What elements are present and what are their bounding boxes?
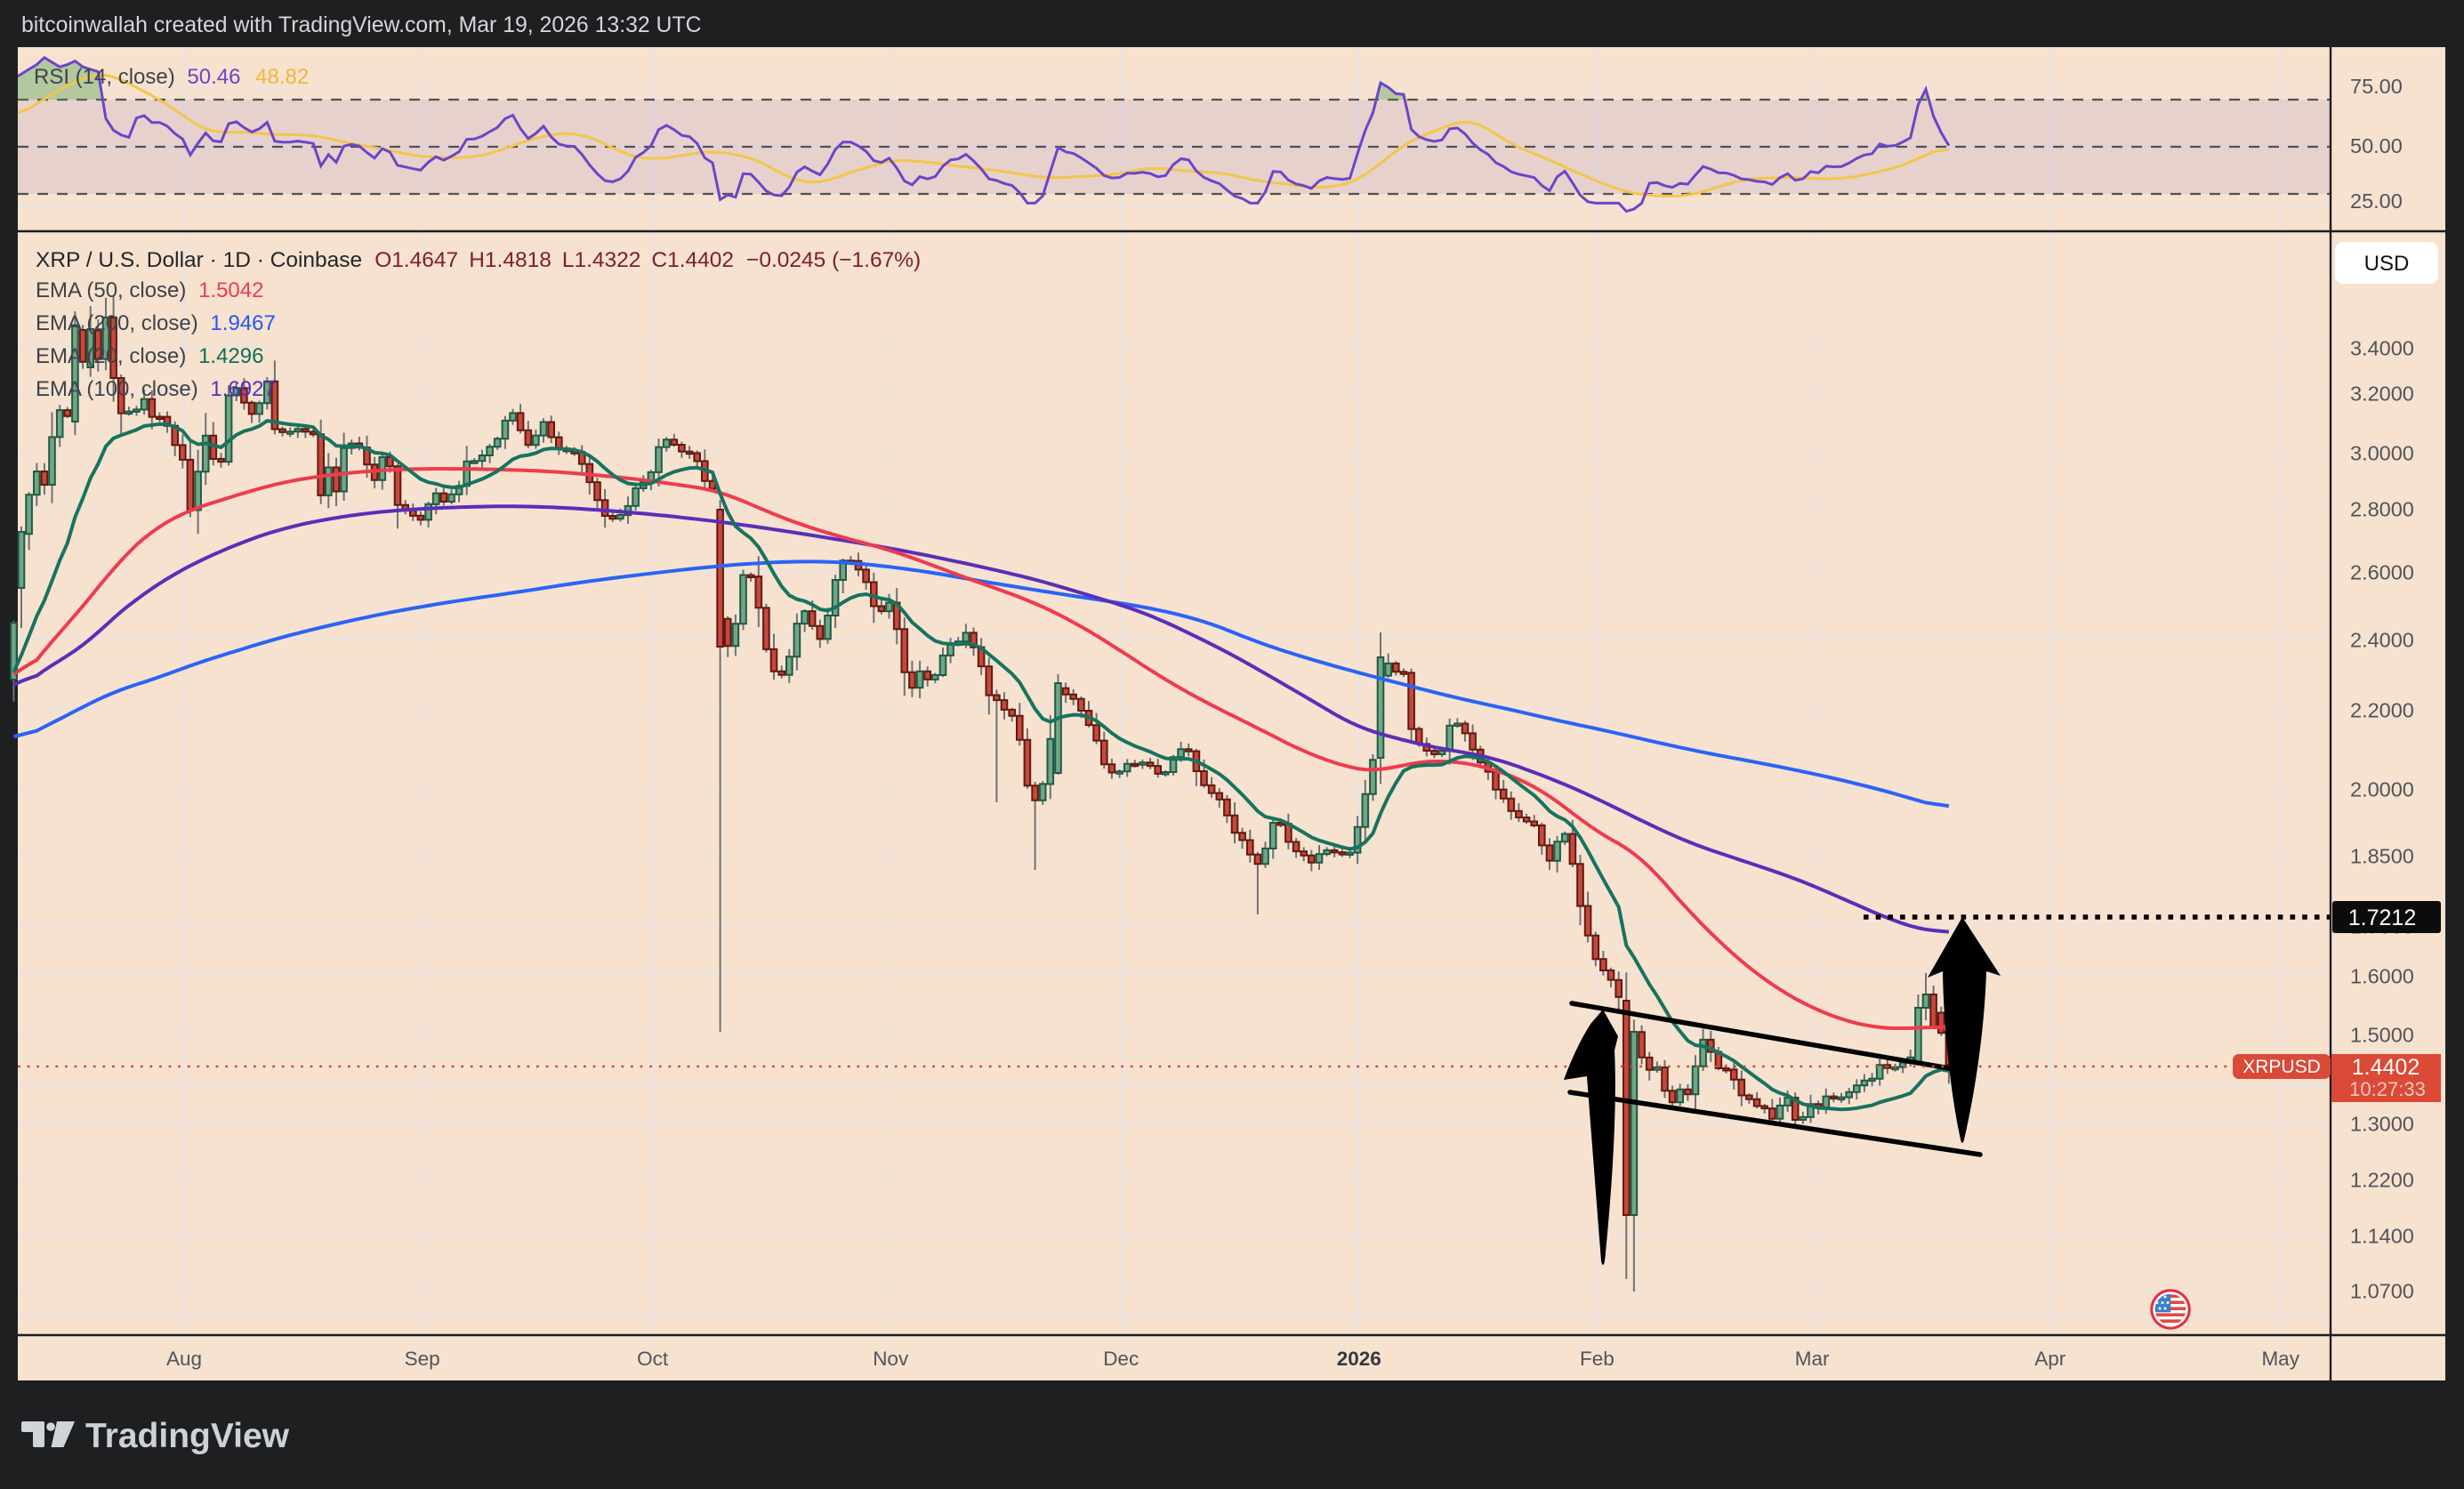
svg-text:Nov: Nov bbox=[873, 1348, 909, 1370]
svg-text:3.2000: 3.2000 bbox=[2350, 382, 2414, 406]
svg-text:2.6000: 2.6000 bbox=[2350, 561, 2414, 584]
svg-text:Feb: Feb bbox=[1580, 1348, 1614, 1370]
svg-text:Sep: Sep bbox=[405, 1348, 440, 1370]
svg-text:2.0000: 2.0000 bbox=[2350, 778, 2414, 801]
svg-text:EMA (20, close) 1.4296: EMA (20, close) 1.4296 bbox=[36, 344, 263, 368]
svg-text:2.8000: 2.8000 bbox=[2350, 498, 2414, 521]
svg-text:10:27:33: 10:27:33 bbox=[2349, 1078, 2426, 1100]
svg-text:3.0000: 3.0000 bbox=[2350, 442, 2414, 465]
svg-text:1.4402: 1.4402 bbox=[2352, 1055, 2420, 1080]
svg-text:TradingView: TradingView bbox=[85, 1417, 290, 1455]
svg-text:1.6000: 1.6000 bbox=[2350, 965, 2414, 988]
svg-text:1.2200: 1.2200 bbox=[2350, 1169, 2414, 1192]
svg-text:RSI (14, close) 50.46 48.82: RSI (14, close) 50.46 48.82 bbox=[34, 65, 309, 89]
svg-text:Apr: Apr bbox=[2034, 1348, 2066, 1370]
svg-text:1.5000: 1.5000 bbox=[2350, 1024, 2414, 1047]
svg-text:Mar: Mar bbox=[1795, 1348, 1830, 1370]
svg-text:XRP / U.S. Dollar · 1D · Coinb: XRP / U.S. Dollar · 1D · Coinbase O1.4647… bbox=[36, 248, 921, 272]
svg-text:1.3000: 1.3000 bbox=[2350, 1113, 2414, 1136]
svg-text:50.00: 50.00 bbox=[2350, 134, 2403, 157]
svg-text:1.1400: 1.1400 bbox=[2350, 1225, 2414, 1248]
svg-text:1.8500: 1.8500 bbox=[2350, 845, 2414, 868]
svg-text:Aug: Aug bbox=[166, 1348, 202, 1370]
svg-text:Oct: Oct bbox=[637, 1348, 669, 1370]
svg-text:3.4000: 3.4000 bbox=[2350, 337, 2414, 360]
svg-text:May: May bbox=[2261, 1348, 2299, 1370]
svg-text:75.00: 75.00 bbox=[2350, 75, 2403, 98]
svg-text:2.2000: 2.2000 bbox=[2350, 699, 2414, 722]
svg-text:EMA (200, close) 1.9467: EMA (200, close) 1.9467 bbox=[36, 311, 276, 335]
svg-text:bitcoinwallah created with Tra: bitcoinwallah created with TradingView.c… bbox=[21, 13, 702, 37]
svg-text:2026: 2026 bbox=[1337, 1348, 1381, 1370]
svg-text:Dec: Dec bbox=[1103, 1348, 1139, 1370]
svg-text:USD: USD bbox=[2364, 252, 2410, 276]
svg-text:1.0700: 1.0700 bbox=[2350, 1280, 2414, 1303]
svg-text:EMA (50, close) 1.5042: EMA (50, close) 1.5042 bbox=[36, 278, 263, 302]
svg-text:1.7212: 1.7212 bbox=[2348, 905, 2416, 930]
svg-text:EMA (100, close) 1.6927: EMA (100, close) 1.6927 bbox=[36, 377, 276, 401]
svg-text:25.00: 25.00 bbox=[2350, 189, 2403, 213]
svg-text:2.4000: 2.4000 bbox=[2350, 629, 2414, 652]
svg-text:XRPUSD: XRPUSD bbox=[2243, 1057, 2321, 1077]
